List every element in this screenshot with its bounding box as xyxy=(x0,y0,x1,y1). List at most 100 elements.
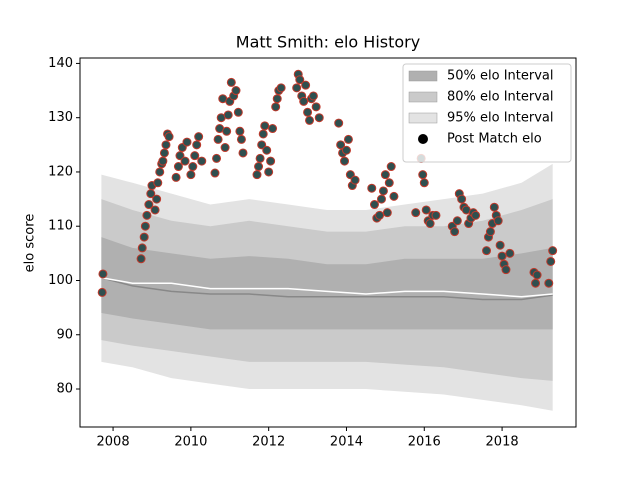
data-point xyxy=(152,194,162,204)
legend-marker xyxy=(418,134,428,144)
data-point xyxy=(210,168,220,178)
data-point xyxy=(252,170,262,180)
x-tick-label: 2018 xyxy=(486,435,519,450)
data-point xyxy=(140,221,150,231)
data-point xyxy=(501,265,511,275)
data-point xyxy=(532,270,542,280)
data-point xyxy=(292,83,302,93)
data-point xyxy=(301,80,311,90)
data-point xyxy=(482,246,492,256)
data-point xyxy=(171,172,181,182)
data-point xyxy=(485,227,495,237)
data-point xyxy=(375,210,385,220)
data-point xyxy=(276,83,286,93)
data-point xyxy=(97,287,107,297)
data-point xyxy=(255,153,265,163)
data-point xyxy=(142,210,152,220)
data-point xyxy=(98,269,108,279)
data-point xyxy=(235,126,245,136)
data-point xyxy=(493,216,503,226)
data-point xyxy=(419,178,429,188)
data-point xyxy=(505,248,515,258)
legend-box xyxy=(402,63,572,163)
x-tick-label: 2010 xyxy=(174,435,207,450)
data-point xyxy=(548,246,558,256)
y-tick-label: 140 xyxy=(48,56,73,71)
legend-swatch xyxy=(408,112,438,124)
legend-swatch xyxy=(408,91,438,103)
data-point xyxy=(271,102,281,112)
data-point xyxy=(369,200,379,210)
data-point xyxy=(213,134,223,144)
legend-label: 80% elo Interval xyxy=(447,90,554,105)
data-point xyxy=(188,162,198,172)
data-point xyxy=(425,219,435,229)
data-point xyxy=(380,170,390,180)
x-tick-label: 2008 xyxy=(97,435,130,450)
trend-line xyxy=(101,277,553,298)
data-point xyxy=(311,102,321,112)
chart-title: Matt Smith: elo History xyxy=(236,33,420,52)
data-point xyxy=(367,183,377,193)
data-point xyxy=(418,170,428,180)
data-point xyxy=(238,148,248,158)
data-point xyxy=(158,156,168,166)
data-point xyxy=(137,243,147,253)
data-point xyxy=(257,140,267,150)
data-point xyxy=(382,208,392,218)
data-point xyxy=(182,137,192,147)
data-point xyxy=(175,151,185,161)
data-point xyxy=(343,134,353,144)
data-point xyxy=(431,210,441,220)
data-point xyxy=(222,126,232,136)
data-point xyxy=(411,208,421,218)
data-point xyxy=(254,162,264,172)
data-point xyxy=(314,113,324,123)
data-point xyxy=(155,167,165,177)
legend-label: Post Match elo xyxy=(447,132,542,147)
data-point xyxy=(153,178,163,188)
data-point xyxy=(139,232,149,242)
data-point xyxy=(268,124,278,134)
y-tick-label: 90 xyxy=(56,327,73,342)
data-point xyxy=(471,210,481,220)
x-tick-label: 2016 xyxy=(408,435,441,450)
data-point xyxy=(531,278,541,288)
y-tick-label: 80 xyxy=(56,382,73,397)
y-tick-label: 100 xyxy=(48,273,73,288)
data-point xyxy=(264,167,274,177)
data-point xyxy=(376,194,386,204)
data-point xyxy=(150,205,160,215)
y-axis-label: elo score xyxy=(23,214,38,273)
plot-frame xyxy=(79,57,577,428)
data-point xyxy=(386,162,396,172)
data-point xyxy=(389,191,399,201)
data-point xyxy=(192,140,202,150)
data-point xyxy=(272,94,282,104)
data-point xyxy=(194,132,204,142)
data-point xyxy=(164,132,174,142)
data-point xyxy=(220,143,230,153)
data-point xyxy=(336,140,346,150)
y-tick-label: 110 xyxy=(48,219,73,234)
data-point xyxy=(136,254,146,264)
data-point xyxy=(546,256,556,266)
data-point xyxy=(450,227,460,237)
data-point xyxy=(497,251,507,261)
data-point xyxy=(226,77,236,87)
data-point xyxy=(258,129,268,139)
interval-band xyxy=(101,237,553,330)
data-point xyxy=(197,156,207,166)
y-tick-label: 120 xyxy=(48,164,73,179)
data-point xyxy=(421,205,431,215)
data-point xyxy=(186,170,196,180)
data-point xyxy=(308,91,318,101)
data-point xyxy=(305,115,315,125)
data-point xyxy=(223,110,233,120)
data-point xyxy=(233,107,243,117)
data-point xyxy=(161,140,171,150)
data-point xyxy=(544,278,554,288)
data-point xyxy=(303,107,313,117)
data-point xyxy=(299,96,309,106)
